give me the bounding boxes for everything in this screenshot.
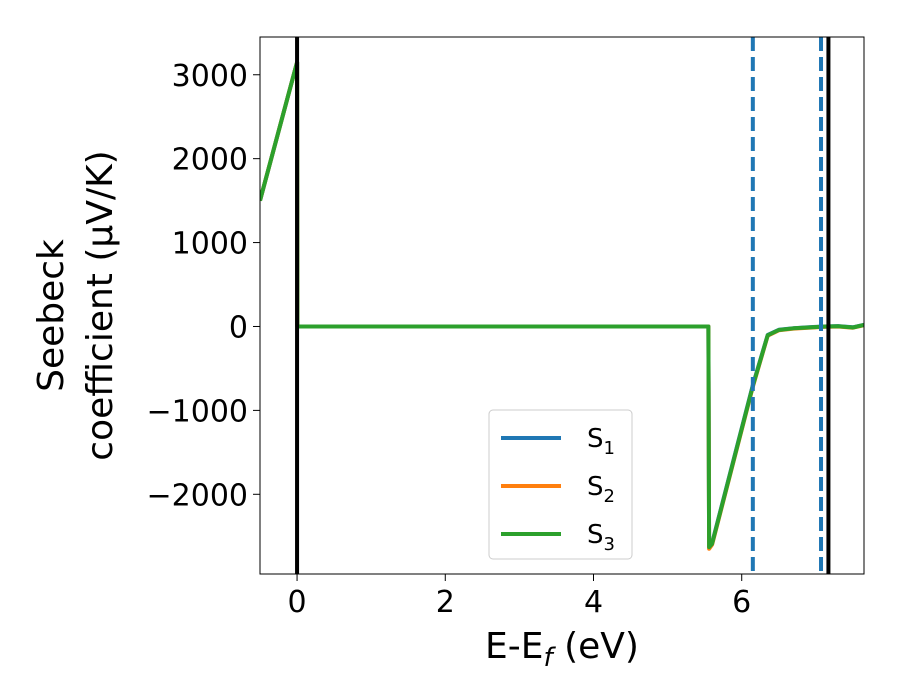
y-axis-label-line2: coefficient (μV/K)	[80, 150, 121, 460]
y-axis-label-line1: Seebeck	[31, 239, 72, 392]
x-axis-ticks: 0 2 4 6	[288, 574, 751, 620]
x-tick-label: 2	[436, 585, 455, 620]
y-tick-label: 3000	[172, 59, 248, 94]
legend-label-S2: S2	[587, 472, 615, 507]
y-tick-label: 0	[229, 310, 248, 345]
series-layer	[260, 60, 864, 551]
legend-label-S3: S3	[587, 520, 615, 555]
vline-layer	[295, 37, 831, 574]
y-tick-label: 2000	[172, 143, 248, 178]
series-line-S3	[260, 60, 864, 550]
x-tick-label: 0	[288, 585, 307, 620]
x-tick-label: 4	[584, 585, 603, 620]
legend-label-S1: S1	[587, 424, 615, 459]
plot-frame	[259, 36, 865, 575]
legend: S1 S2 S3	[488, 409, 633, 560]
y-tick-label: −1000	[147, 394, 248, 429]
y-tick-label: −2000	[147, 478, 248, 513]
x-tick-label: 6	[732, 585, 751, 620]
y-axis-ticks: −2000 −1000 0 1000 2000 3000	[147, 59, 260, 513]
x-axis-label: E-Ef (eV)	[485, 626, 639, 673]
y-tick-label: 1000	[172, 227, 248, 262]
